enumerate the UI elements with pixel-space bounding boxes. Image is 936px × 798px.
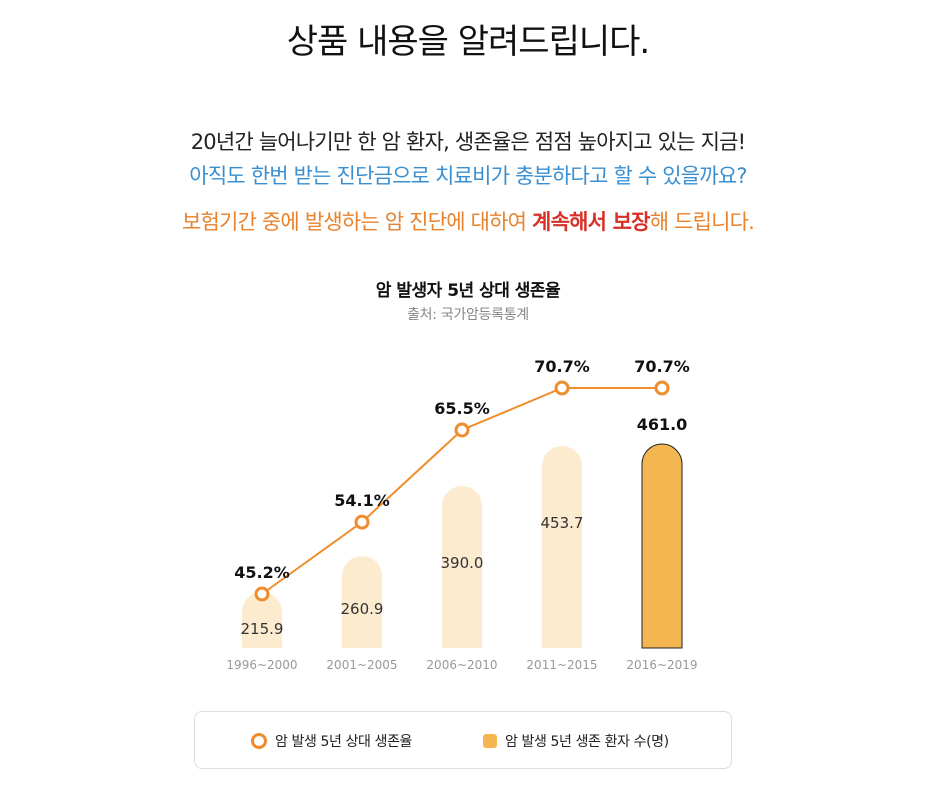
- rate-point: [354, 514, 370, 530]
- intro-line-3-suffix: 해 드립니다.: [649, 210, 755, 234]
- x-tick-label: 2011~2015: [526, 658, 597, 672]
- survival-chart: 215.9 1996~2000 260.9 2001~2005 390.0 2006~20…: [226, 357, 697, 672]
- square-marker-icon: [483, 734, 497, 748]
- x-tick-label: 2006~2010: [426, 658, 497, 672]
- legend-item-count: 암 발생 5년 생존 환자 수(명): [483, 731, 669, 751]
- rate-value-label: 54.1%: [334, 491, 390, 510]
- rate-point: [654, 380, 670, 396]
- intro-line-2: 아직도 한번 받는 진단금으로 치료비가 충분하다고 할 수 있을까요?: [189, 164, 747, 188]
- bar-value-label: 390.0: [441, 554, 484, 572]
- rate-point: [254, 586, 270, 602]
- page-title: 상품 내용을 알려드립니다.: [286, 22, 651, 62]
- x-tick-label: 2001~2005: [326, 658, 397, 672]
- bar-2016~2019: [641, 443, 683, 649]
- chart-source: 출처: 국가암등록통계: [407, 307, 529, 323]
- bar-value-label: 260.9: [341, 600, 384, 618]
- rate-point: [454, 422, 470, 438]
- rate-point: [554, 380, 570, 396]
- legend-label-rate: 암 발생 5년 상대 생존율: [275, 734, 413, 750]
- intro-line-3-prefix: 보험기간 중에 발생하는 암 진단에 대하여: [181, 210, 533, 234]
- circle-marker-icon: [251, 733, 267, 749]
- bar-2006~2010: [442, 486, 482, 648]
- bar-1996~2000: [242, 592, 282, 648]
- legend-label-count: 암 발생 5년 생존 환자 수(명): [505, 734, 669, 750]
- chart-title: 암 발생자 5년 상대 생존율: [375, 281, 561, 301]
- bar-2011~2015: [542, 446, 582, 648]
- intro-line-3-emphasis: 계속해서 보장: [532, 210, 650, 234]
- intro-line-3: 보험기간 중에 발생하는 암 진단에 대하여 계속해서 보장해 드립니다.: [0, 206, 936, 236]
- x-tick-label: 1996~2000: [226, 658, 297, 672]
- chart-legend: 암 발생 5년 상대 생존율 암 발생 5년 생존 환자 수(명): [194, 711, 732, 769]
- rate-value-label: 70.7%: [534, 357, 590, 376]
- bar-2001~2005: [342, 556, 382, 648]
- rate-value-label: 45.2%: [234, 563, 290, 582]
- intro-line-1: 20년간 늘어나기만 한 암 환자, 생존율은 점점 높아지고 있는 지금!: [190, 130, 746, 154]
- legend-item-rate: 암 발생 5년 상대 생존율: [251, 731, 412, 751]
- bar-value-label: 215.9: [241, 620, 284, 638]
- bar-value-label: 453.7: [541, 514, 584, 532]
- rate-value-label: 65.5%: [434, 399, 490, 418]
- x-tick-label: 2016~2019: [626, 658, 697, 672]
- rate-value-label: 70.7%: [634, 357, 690, 376]
- bar-value-label: 461.0: [637, 415, 688, 434]
